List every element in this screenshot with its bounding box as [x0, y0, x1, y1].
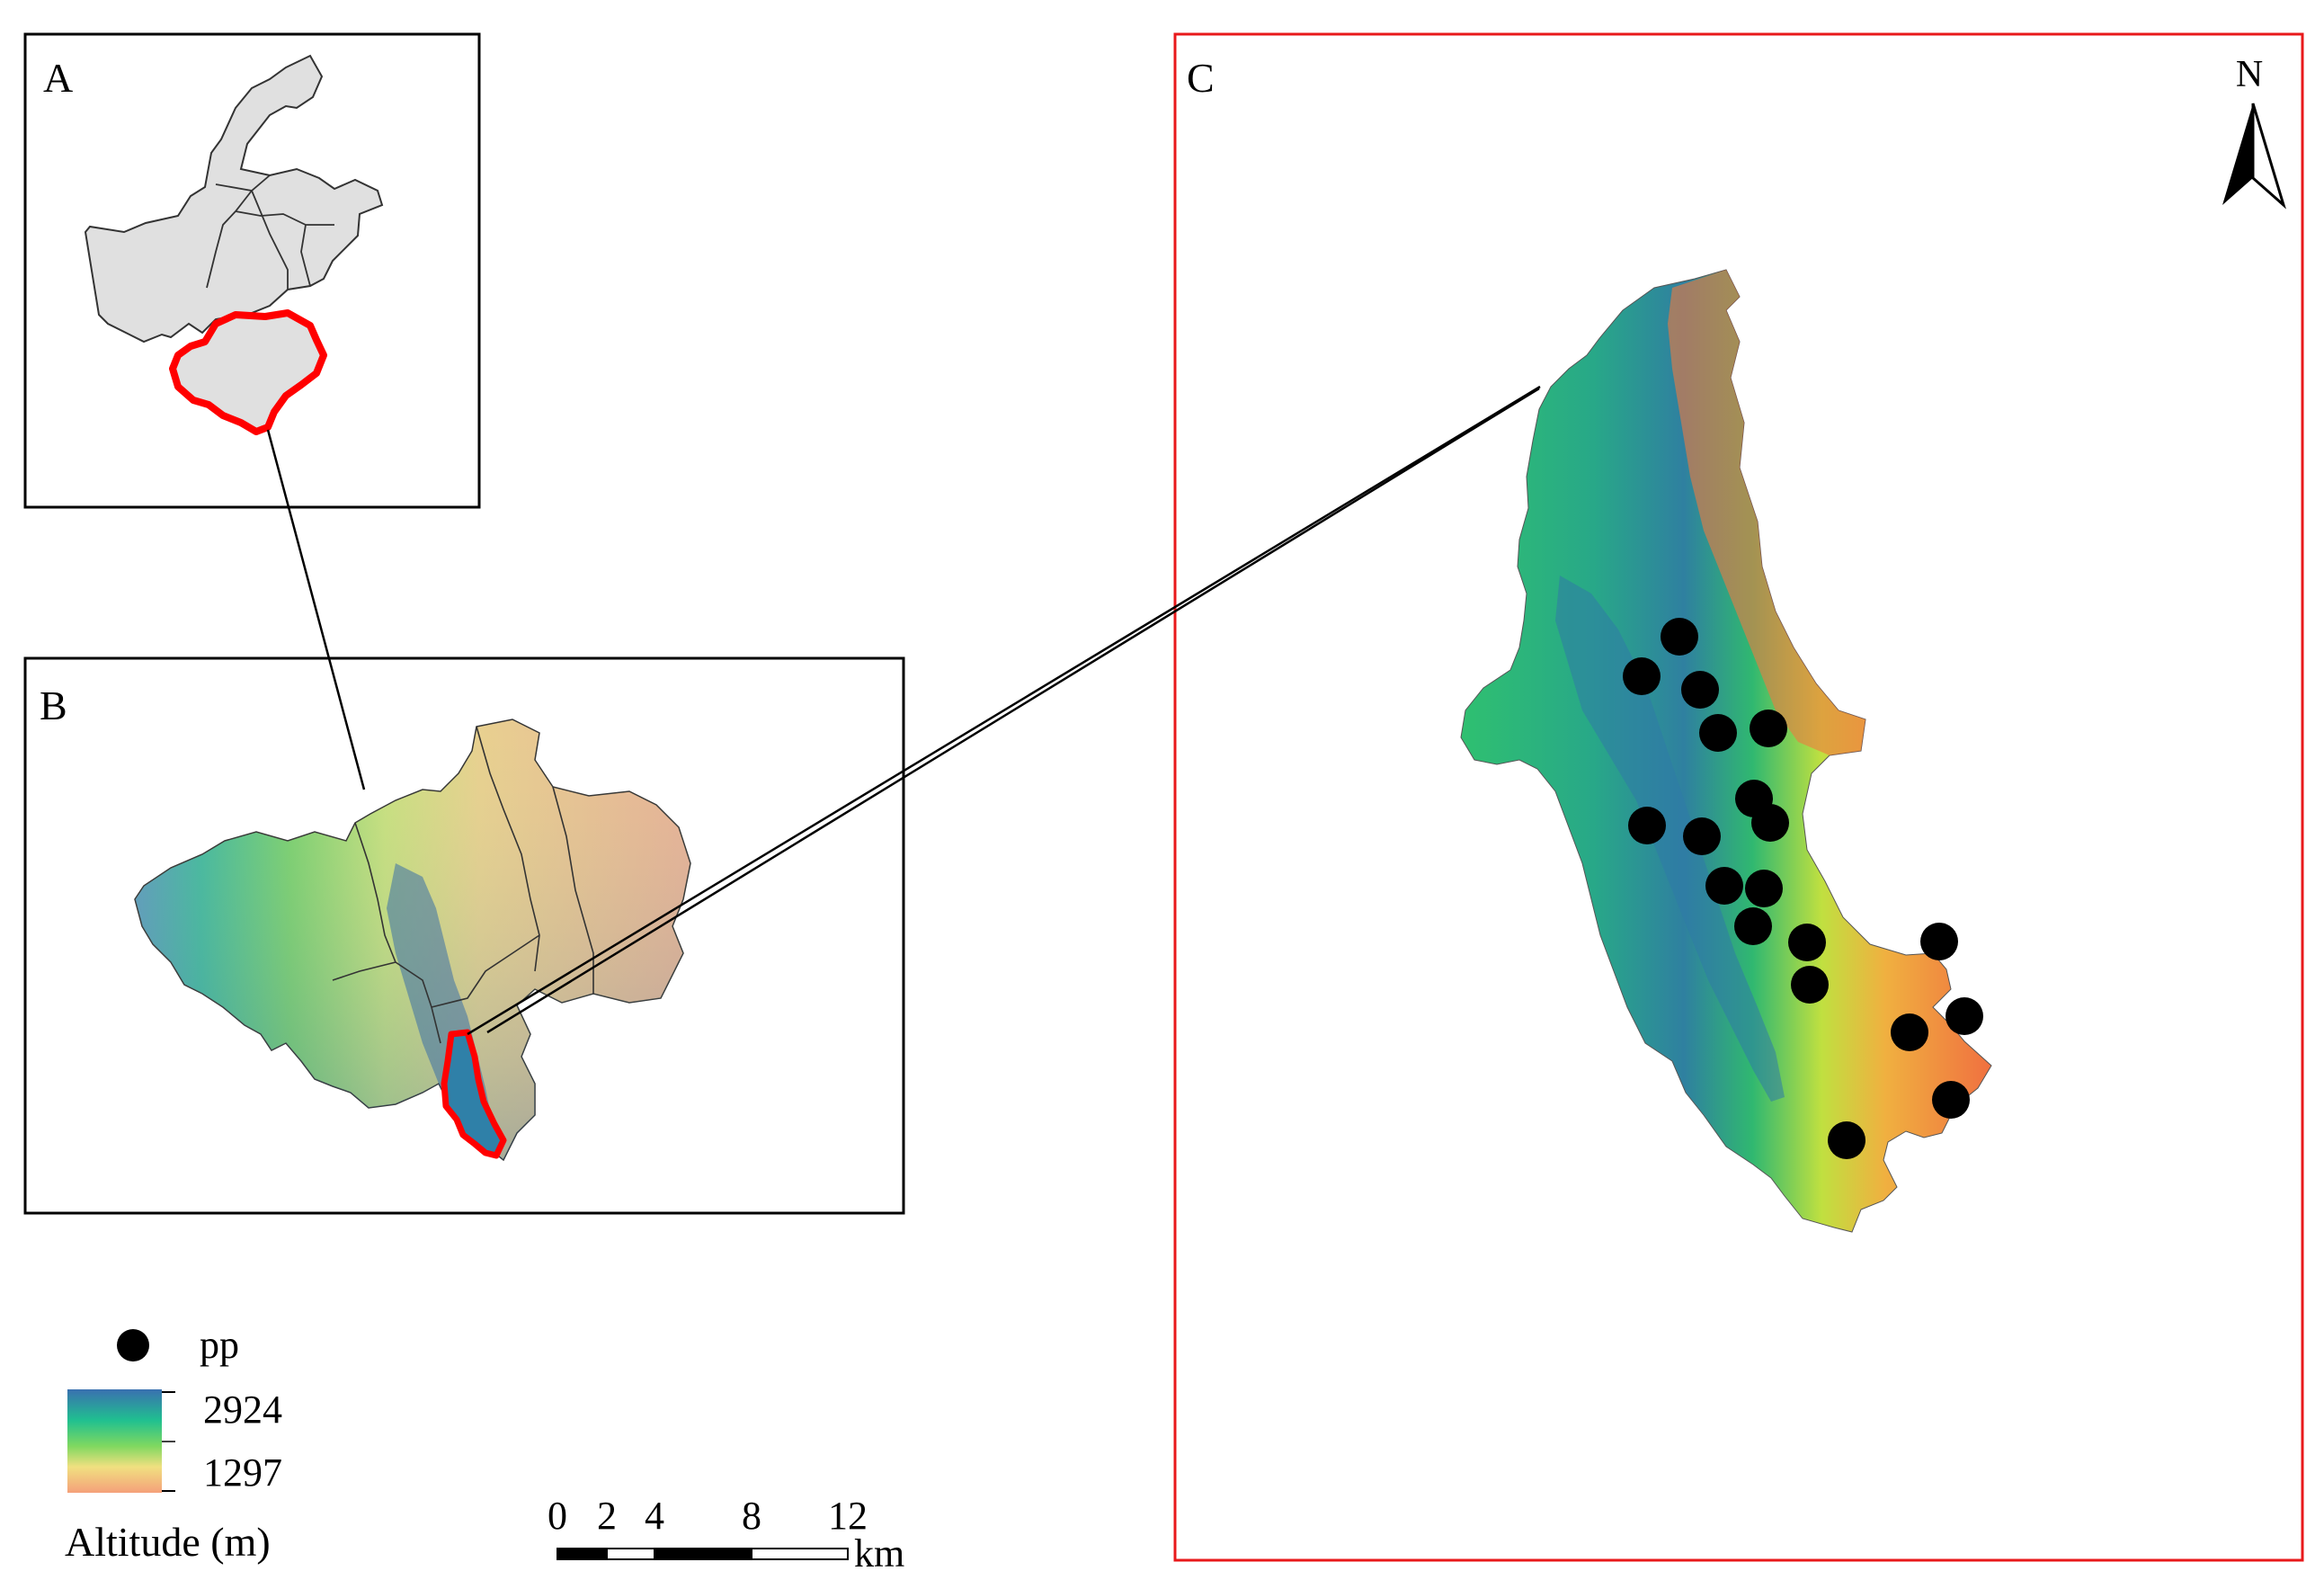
- legend-elev-low: 1297: [203, 1451, 282, 1495]
- sample-point: [1791, 966, 1829, 1004]
- sample-point: [1750, 710, 1787, 747]
- panel-b-label: B: [40, 683, 67, 728]
- north-arrow: N: [2222, 54, 2286, 210]
- sample-point: [1681, 671, 1719, 709]
- sample-point: [1623, 657, 1661, 695]
- north-arrow-left: [2222, 103, 2253, 205]
- legend-point-label: pp: [200, 1323, 239, 1367]
- legend-elev-high: 2924: [203, 1388, 282, 1432]
- scale-bar: 0 2 4 8 12 km: [548, 1494, 904, 1576]
- sample-point: [1932, 1081, 1970, 1119]
- scale-tick-0: 0: [548, 1494, 567, 1538]
- north-arrow-label: N: [2236, 54, 2263, 95]
- panel-c-frame: [1173, 32, 2304, 1562]
- highlight-region-b: [441, 1029, 507, 1159]
- sample-point: [1751, 804, 1789, 842]
- sample-point: [1628, 807, 1666, 844]
- panel-a-frame: [23, 32, 481, 509]
- legend: pp 2924 1297 Altitude (m): [65, 1323, 282, 1565]
- sample-point: [1891, 1013, 1928, 1051]
- sample-point: [1745, 870, 1783, 907]
- county-internal-borders: [332, 726, 594, 1044]
- panel-b-frame: [23, 656, 905, 1215]
- connector-a-to-b: [266, 429, 366, 790]
- study-area-high-ridge: [1668, 270, 1865, 755]
- study-area-low-valley: [1555, 576, 1785, 1102]
- north-arrow-right: [2251, 103, 2286, 210]
- legend-point-symbol: [117, 1329, 149, 1361]
- sample-point: [1699, 714, 1737, 752]
- scale-seg-4: [751, 1548, 849, 1560]
- connector-b-to-c-lower: [486, 387, 1540, 1034]
- sample-point: [1788, 924, 1826, 961]
- panel-b: B: [23, 656, 905, 1215]
- sample-point: [1946, 997, 1983, 1035]
- sample-point: [1828, 1121, 1865, 1159]
- connector-lines: [266, 385, 1541, 1036]
- sample-point: [1920, 923, 1958, 960]
- scale-seg-2: [606, 1548, 655, 1560]
- scale-seg-3: [654, 1548, 752, 1560]
- scale-tick-4: 4: [645, 1494, 664, 1538]
- province-internal-borders: [206, 174, 334, 290]
- panel-a-label: A: [43, 55, 73, 101]
- legend-elevation-ramp: [67, 1389, 162, 1493]
- scale-tick-12: 12: [828, 1494, 868, 1538]
- panel-a: A: [23, 32, 481, 509]
- connector-b-to-c-upper: [467, 385, 1541, 1036]
- panel-c-label: C: [1187, 55, 1215, 101]
- scale-tick-8: 8: [742, 1494, 761, 1538]
- sample-point: [1734, 907, 1772, 945]
- legend-title: Altitude (m): [65, 1519, 271, 1565]
- sample-point: [1683, 817, 1721, 855]
- sample-point: [1661, 618, 1698, 656]
- scale-unit: km: [854, 1531, 904, 1576]
- province-outline: [84, 54, 384, 344]
- scale-seg-1: [557, 1548, 608, 1560]
- scale-tick-2: 2: [597, 1494, 617, 1538]
- sample-point: [1705, 867, 1743, 905]
- panel-c: C N: [1173, 32, 2304, 1562]
- highlight-region-a: [169, 309, 327, 435]
- sample-points: [1623, 618, 1983, 1159]
